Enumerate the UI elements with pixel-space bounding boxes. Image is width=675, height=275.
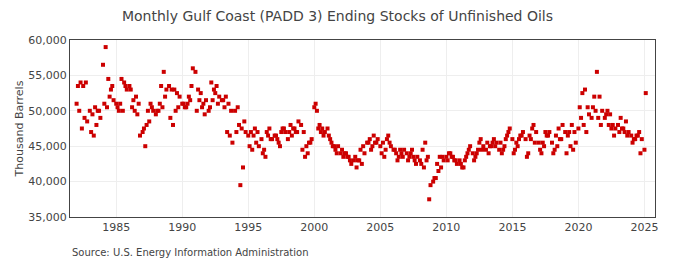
svg-text:60,000: 60,000	[28, 34, 67, 47]
svg-text:50,000: 50,000	[28, 105, 67, 118]
svg-text:1990: 1990	[168, 221, 196, 234]
svg-text:45,000: 45,000	[28, 140, 67, 153]
svg-text:40,000: 40,000	[28, 175, 67, 188]
svg-text:1995: 1995	[234, 221, 262, 234]
svg-text:Thousand Barrels: Thousand Barrels	[13, 80, 26, 177]
svg-text:55,000: 55,000	[28, 69, 67, 82]
svg-text:2020: 2020	[564, 221, 592, 234]
svg-text:Source: U.S. Energy Informatio: Source: U.S. Energy Information Administ…	[72, 247, 309, 258]
svg-text:2015: 2015	[498, 221, 526, 234]
svg-text:1985: 1985	[102, 221, 130, 234]
svg-text:35,000: 35,000	[28, 211, 67, 224]
svg-text:2005: 2005	[366, 221, 394, 234]
svg-text:Monthly Gulf Coast (PADD 3) En: Monthly Gulf Coast (PADD 3) Ending Stock…	[122, 8, 553, 24]
svg-text:2010: 2010	[432, 221, 460, 234]
svg-text:2025: 2025	[630, 221, 658, 234]
svg-text:2000: 2000	[300, 221, 328, 234]
